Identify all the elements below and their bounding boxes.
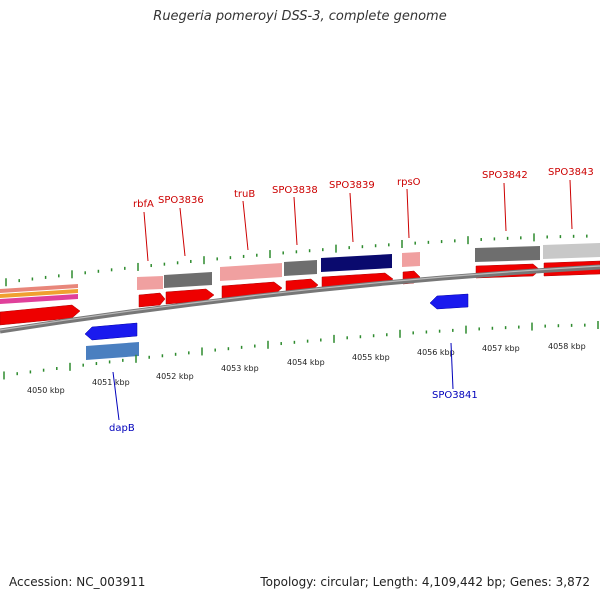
- gene-label-SPO3838: SPO3838: [272, 185, 318, 196]
- forward-gene-label-text: rbfA SPO3836 truB SPO3838 SPO3839 rpsO S…: [133, 167, 594, 210]
- feature-bar-dapB: [86, 342, 139, 360]
- leader-rbfA: [143, 211, 149, 262]
- outer-tick-row: [5, 233, 588, 287]
- map-title: Ruegeria pomeroyi DSS-3, complete genome: [153, 9, 447, 24]
- gene-label-SPO3842: SPO3842: [482, 170, 528, 181]
- leader-SPO3839: [349, 192, 354, 243]
- gene-label-rpsO: rpsO: [397, 177, 421, 188]
- feature-bar-SPO3836: [164, 272, 212, 288]
- feature-bar-SPO3842: [475, 246, 540, 262]
- leader-SPO3843: [569, 179, 573, 230]
- leader-SPO3842: [503, 182, 507, 232]
- kbp-label: 4056 kbp: [417, 348, 455, 357]
- gene-label-SPO3841: SPO3841: [432, 390, 478, 401]
- feature-bar-left-magenta: [0, 294, 78, 304]
- gene-arrow-dapB-upper: [84, 322, 138, 341]
- gene-arrow-SPO3841: [429, 293, 469, 310]
- accession-text: Accession: NC_003911: [9, 575, 146, 589]
- kbp-label: 4058 kbp: [548, 342, 586, 351]
- gene-label-truB: truB: [234, 189, 255, 200]
- leader-dapB: [112, 371, 120, 421]
- gene-label-SPO3836: SPO3836: [158, 195, 204, 206]
- gene-label-rbfA: rbfA: [133, 199, 154, 210]
- gene-label-SPO3839: SPO3839: [329, 180, 375, 191]
- genome-backbone: [0, 264, 600, 334]
- reverse-strand-track: [84, 293, 469, 360]
- genome-summary-text: Topology: circular; Length: 4,109,442 bp…: [260, 575, 590, 589]
- leader-SPO3841: [450, 342, 454, 390]
- leader-SPO3836: [179, 207, 186, 257]
- feature-bar-rbfA: [137, 276, 163, 290]
- leader-SPO3838: [293, 196, 298, 246]
- outer-feature-track: [0, 243, 600, 304]
- feature-bar-SPO3839: [321, 254, 392, 272]
- inner-tick-row: [3, 321, 599, 380]
- gene-arrow-left: [0, 304, 81, 326]
- feature-bar-left-orange: [0, 289, 78, 298]
- genome-backbone-highlight: [0, 265, 600, 331]
- feature-bar-SPO3838: [284, 260, 317, 276]
- feature-bar-left-salmon: [0, 284, 78, 293]
- gene-arrow-rbfA: [138, 292, 166, 308]
- gene-label-dapB: dapB: [109, 423, 135, 434]
- gene-label-SPO3843: SPO3843: [548, 167, 594, 178]
- kbp-label: 4055 kbp: [352, 353, 390, 362]
- kbp-label: 4057 kbp: [482, 344, 520, 353]
- leader-truB: [242, 200, 249, 251]
- kbp-label: 4051 kbp: [92, 378, 130, 387]
- kbp-label: 4052 kbp: [156, 372, 194, 381]
- forward-gene-labels: [143, 179, 573, 262]
- kbp-label: 4053 kbp: [221, 364, 259, 373]
- kbp-label: 4054 kbp: [287, 358, 325, 367]
- leader-rpsO: [406, 188, 410, 239]
- kbp-label: 4050 kbp: [27, 386, 65, 395]
- feature-bar-SPO3843: [543, 243, 600, 259]
- feature-bar-rpsO: [402, 252, 420, 267]
- feature-bar-truB: [220, 263, 282, 281]
- kbp-scale-labels: 4050 kbp 4051 kbp 4052 kbp 4053 kbp 4054 kbp…: [27, 342, 586, 395]
- reverse-gene-labels: [112, 342, 454, 421]
